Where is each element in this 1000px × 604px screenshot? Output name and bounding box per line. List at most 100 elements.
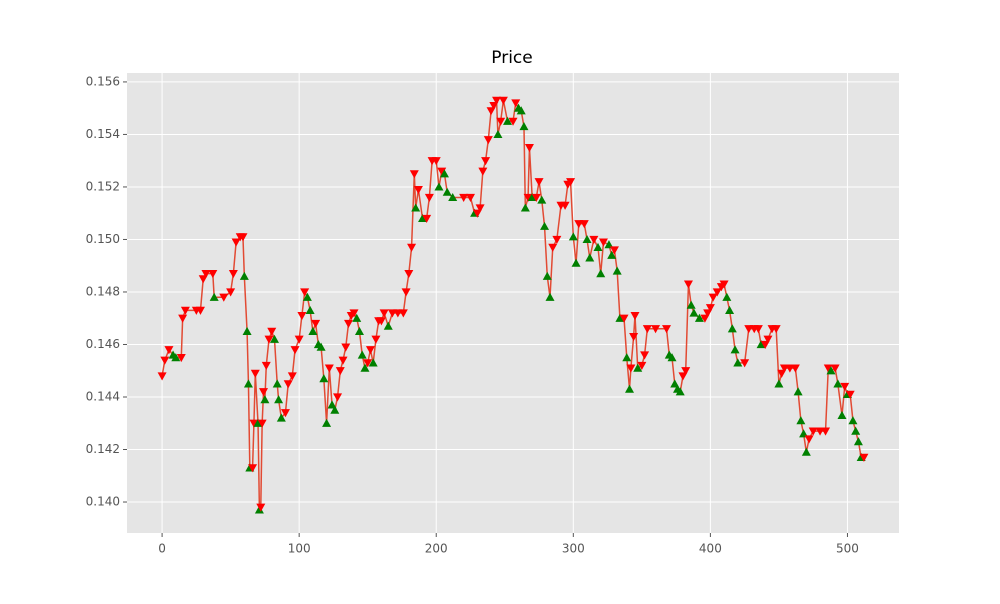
sell-marker bbox=[164, 346, 174, 355]
sell-marker bbox=[407, 243, 417, 252]
buy-marker bbox=[593, 242, 603, 251]
sell-marker bbox=[311, 319, 321, 328]
sell-marker bbox=[619, 314, 629, 323]
buy-marker bbox=[527, 192, 537, 202]
buy-marker bbox=[848, 416, 858, 425]
sell-marker bbox=[566, 178, 576, 187]
x-tick-label: 100 bbox=[288, 542, 311, 556]
sell-marker bbox=[176, 354, 186, 363]
sell-marker bbox=[280, 409, 290, 418]
buy-marker bbox=[670, 379, 680, 388]
sell-marker bbox=[226, 288, 236, 297]
buy-marker bbox=[520, 203, 530, 212]
sell-marker bbox=[489, 101, 499, 111]
sell-marker bbox=[703, 309, 713, 318]
buy-marker bbox=[675, 387, 685, 396]
buy-marker bbox=[352, 313, 362, 322]
sell-marker bbox=[256, 503, 266, 512]
sell-marker bbox=[481, 157, 491, 166]
buy-marker bbox=[793, 387, 803, 396]
sell-marker bbox=[508, 117, 518, 126]
sell-marker bbox=[259, 388, 269, 397]
sell-marker bbox=[459, 193, 469, 202]
sell-marker bbox=[261, 361, 271, 370]
buy-marker bbox=[360, 363, 370, 372]
buy-marker bbox=[694, 313, 704, 322]
buy-marker bbox=[837, 410, 847, 419]
sell-marker bbox=[437, 167, 447, 176]
buy-marker bbox=[368, 358, 378, 367]
sell-marker bbox=[283, 380, 293, 389]
sell-marker bbox=[771, 325, 781, 334]
sell-marker bbox=[498, 96, 508, 105]
sell-marker bbox=[371, 335, 381, 344]
sell-marker bbox=[180, 306, 190, 315]
sell-marker bbox=[231, 238, 241, 247]
buy-marker bbox=[269, 334, 279, 343]
sell-marker bbox=[760, 340, 770, 349]
buy-marker bbox=[519, 122, 529, 131]
y-tick-label: 0.142 bbox=[86, 442, 120, 456]
chart-title: Price bbox=[491, 48, 532, 68]
sell-marker bbox=[560, 201, 570, 210]
sell-marker bbox=[404, 269, 414, 279]
sell-marker bbox=[297, 312, 307, 321]
sell-marker bbox=[376, 317, 386, 326]
sell-marker bbox=[534, 178, 544, 187]
sell-marker bbox=[637, 361, 647, 370]
x-tick-label: 0 bbox=[158, 542, 166, 556]
sell-marker bbox=[548, 243, 558, 252]
y-tick-label: 0.148 bbox=[86, 284, 120, 298]
sell-marker bbox=[349, 309, 359, 318]
buy-marker bbox=[689, 308, 699, 317]
buy-marker bbox=[448, 192, 458, 202]
buy-marker bbox=[730, 345, 740, 354]
buy-marker bbox=[853, 437, 863, 446]
plot-area bbox=[127, 73, 899, 533]
buy-marker bbox=[357, 350, 367, 359]
sell-marker bbox=[753, 325, 763, 334]
buy-marker bbox=[667, 353, 677, 362]
sell-marker bbox=[365, 346, 375, 355]
buy-marker bbox=[727, 324, 737, 333]
sell-marker bbox=[777, 369, 787, 378]
sell-marker bbox=[683, 280, 693, 289]
buy-marker bbox=[625, 384, 635, 393]
sell-marker bbox=[626, 364, 636, 373]
sell-marker bbox=[598, 238, 608, 247]
buy-marker bbox=[253, 418, 263, 427]
buy-marker bbox=[722, 292, 732, 301]
sell-marker bbox=[678, 372, 688, 381]
sell-marker bbox=[712, 288, 722, 297]
buy-marker bbox=[516, 106, 526, 115]
sell-marker bbox=[492, 96, 502, 105]
sell-marker bbox=[700, 314, 710, 323]
buy-marker bbox=[260, 395, 270, 404]
sell-marker bbox=[531, 193, 541, 202]
buy-marker bbox=[354, 326, 364, 335]
buy-marker bbox=[411, 203, 421, 212]
sell-marker bbox=[840, 382, 850, 391]
sell-marker bbox=[708, 293, 718, 302]
sell-marker bbox=[431, 157, 441, 166]
sell-marker bbox=[511, 99, 521, 108]
sell-marker bbox=[640, 351, 650, 360]
buy-marker bbox=[239, 271, 249, 280]
sell-marker bbox=[338, 356, 348, 365]
sell-marker bbox=[363, 359, 373, 368]
y-tick-label: 0.150 bbox=[86, 232, 120, 246]
buy-marker bbox=[327, 400, 337, 409]
sell-marker bbox=[267, 327, 277, 336]
buy-marker bbox=[615, 313, 625, 322]
sell-marker bbox=[496, 117, 506, 126]
buy-marker bbox=[756, 339, 766, 349]
buy-marker bbox=[243, 379, 253, 388]
buy-marker bbox=[774, 379, 784, 388]
buy-marker bbox=[622, 353, 632, 362]
sell-marker bbox=[475, 204, 485, 213]
buy-marker bbox=[540, 221, 550, 230]
x-tick-label: 300 bbox=[562, 542, 585, 556]
buy-marker bbox=[733, 358, 743, 367]
buy-marker bbox=[633, 363, 643, 372]
buy-marker bbox=[851, 426, 861, 435]
